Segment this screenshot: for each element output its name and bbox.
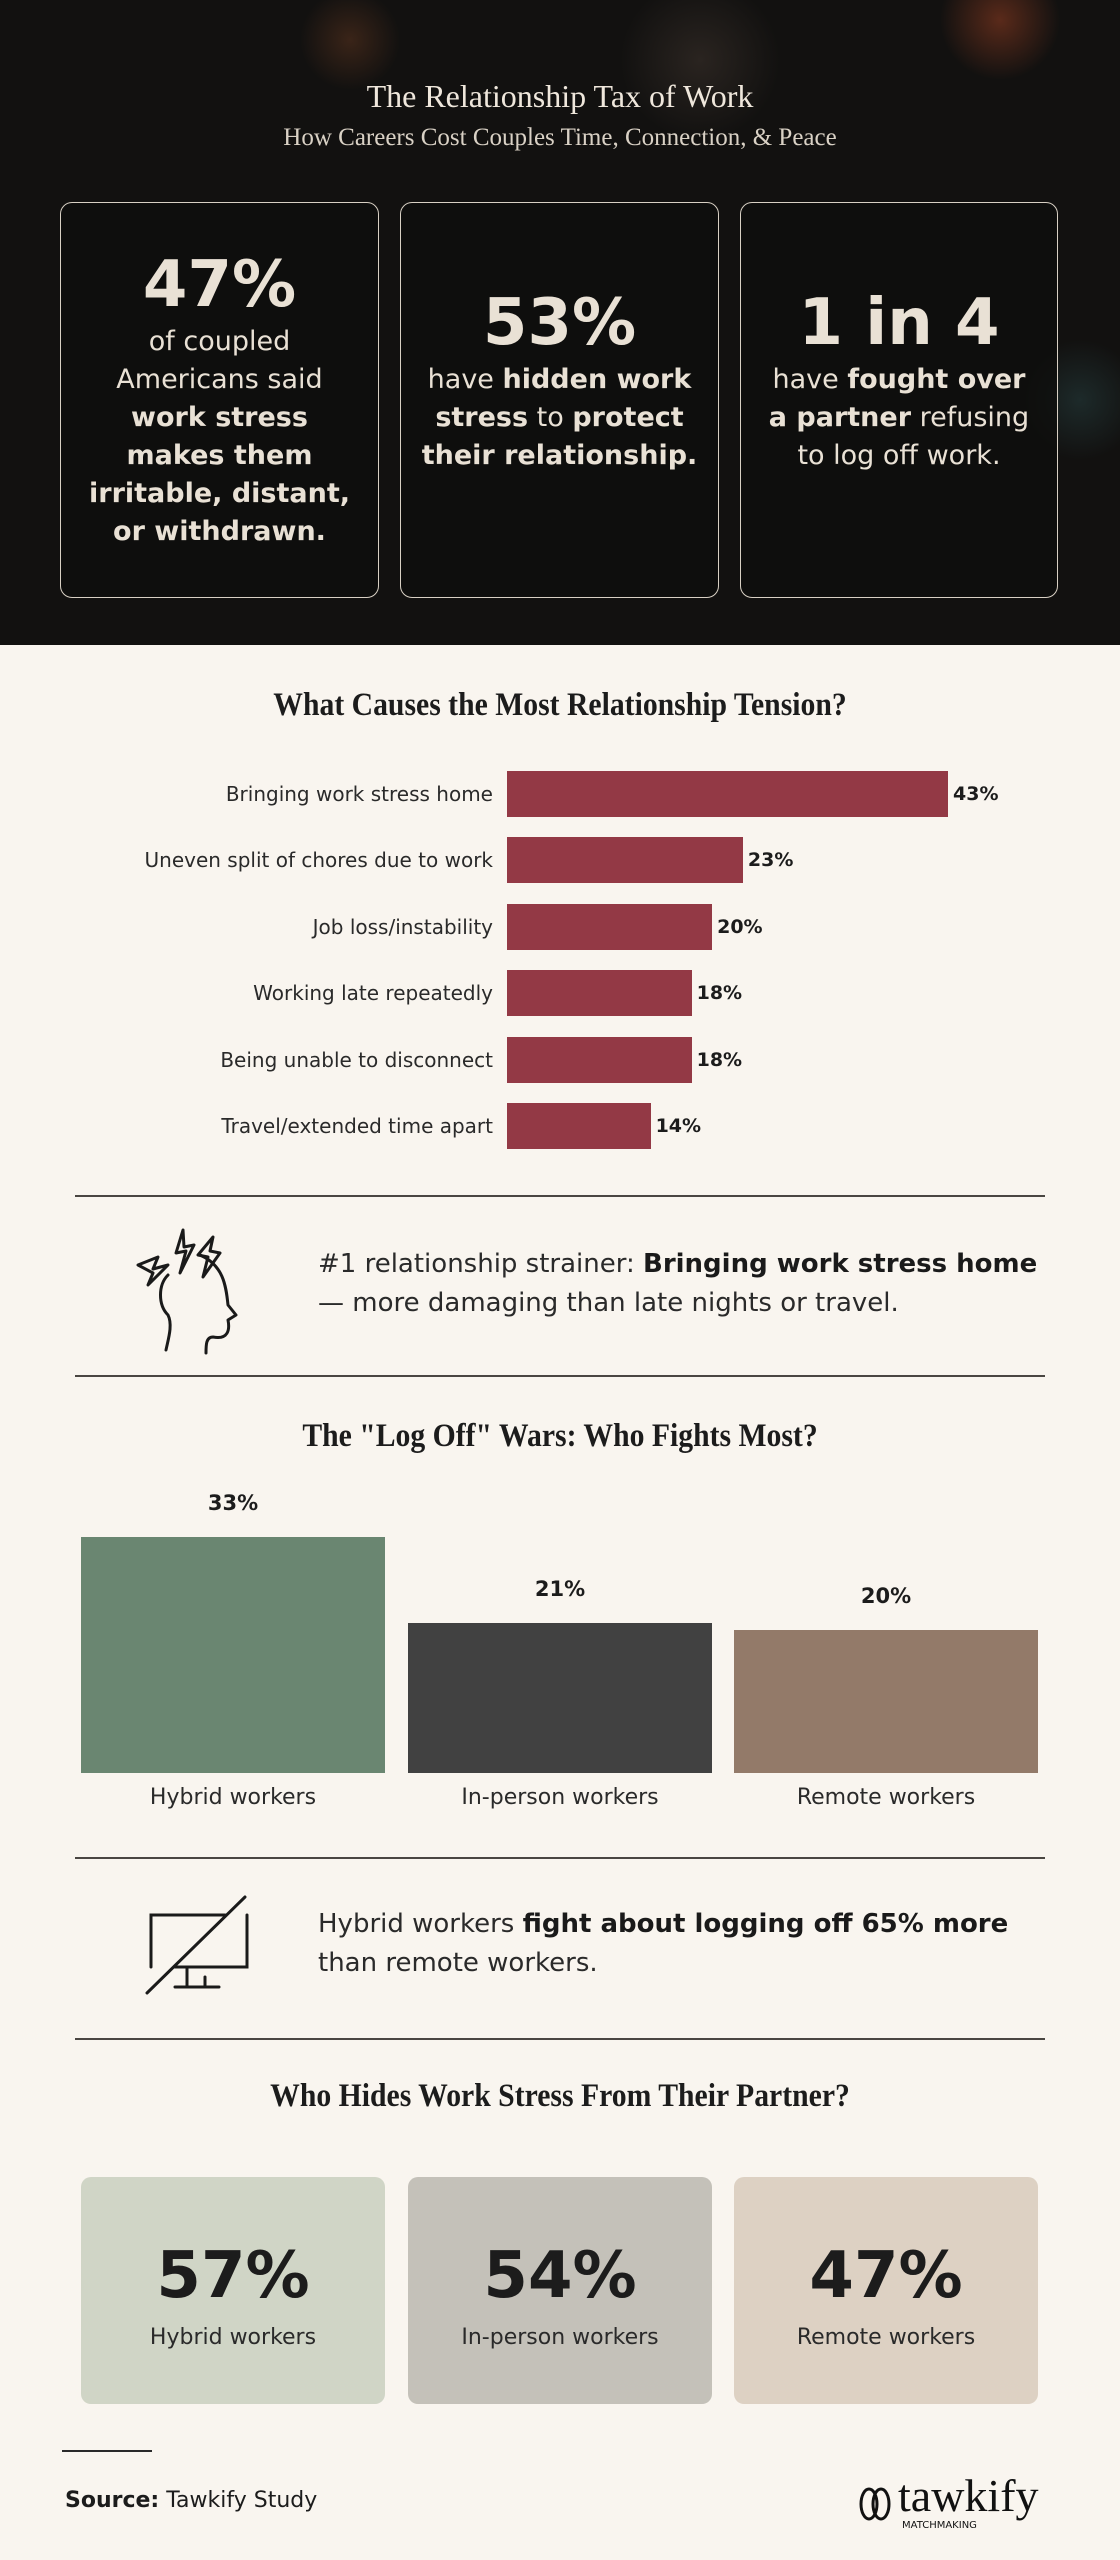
stat-card: 1 in 4 have fought over a partner refusin… — [740, 202, 1058, 598]
stressed-head-icon — [136, 1228, 238, 1355]
stat-card: 53% have hidden work stress to protect th… — [400, 202, 719, 598]
bar — [507, 837, 743, 884]
stat-card: 47% of coupled Americans said work stress… — [60, 202, 379, 598]
tile-value: 54% — [483, 2239, 637, 2313]
bar-value-label: 20% — [717, 915, 763, 938]
tile-label: Hybrid workers — [149, 2325, 317, 2350]
tile-value: 47% — [809, 2239, 963, 2313]
bar-label: In-person workers — [461, 1785, 659, 1810]
tile-label: Remote workers — [796, 2325, 976, 2350]
stat-tile: 47% Remote workers — [734, 2177, 1038, 2404]
bar-label: Uneven split of chores due to work — [144, 848, 494, 873]
bar — [507, 1036, 692, 1083]
divider — [75, 1375, 1045, 1377]
bar — [507, 771, 948, 817]
logo-mark-icon — [859, 2487, 891, 2521]
page-title: The Relationship Tax of Work — [366, 78, 754, 114]
tension-chart-title: What Causes the Most Relationship Tensio… — [273, 687, 847, 723]
tawkify-logo: tawkify MATCHMAKING — [858, 2470, 1058, 2540]
bar-label: Hybrid workers — [149, 1785, 317, 1810]
stat-value: 1 in 4 — [798, 286, 1000, 360]
bar-value-label: 43% — [953, 783, 999, 805]
stat-description: have hidden work stress to protect their… — [421, 364, 698, 471]
hide-stress-title: Who Hides Work Stress From Their Partner… — [270, 2078, 850, 2114]
hero-section: The Relationship Tax of Work How Careers… — [0, 0, 1120, 645]
bar — [81, 1537, 385, 1773]
stat-value: 53% — [482, 286, 637, 360]
divider — [75, 2038, 1045, 2040]
stat-tile: 57% Hybrid workers — [81, 2177, 385, 2404]
bar-value-label: 20% — [860, 1583, 912, 1608]
stat-tile: 54% In-person workers — [408, 2177, 712, 2404]
bar-value-label: 18% — [696, 982, 743, 1005]
source-text: Source: Tawkify Study — [65, 2488, 318, 2513]
bar-label: Bringing work stress home — [225, 782, 493, 806]
bar — [507, 970, 692, 1017]
logoff-chart-title: The "Log Off" Wars: Who Fights Most? — [302, 1418, 818, 1454]
bar-value-label: 14% — [655, 1115, 702, 1137]
divider — [75, 1857, 1045, 1859]
insight-2-text: Hybrid workers fight about logging off 6… — [318, 1909, 1009, 1978]
stat-description: of coupled Americans said work stress ma… — [89, 326, 350, 547]
bar-label: Job loss/instability — [312, 914, 493, 939]
monitor-off-icon — [145, 1895, 249, 1995]
divider — [75, 1195, 1045, 1197]
bar — [408, 1622, 712, 1773]
bar — [507, 903, 713, 950]
page-subtitle: How Careers Cost Couples Time, Connectio… — [283, 124, 837, 151]
tile-label: In-person workers — [461, 2325, 659, 2350]
stat-value: 47% — [142, 248, 297, 322]
bar-value-label: 23% — [747, 849, 794, 872]
bar-value-label: 33% — [207, 1491, 259, 1515]
bar-label: Working late repeatedly — [253, 981, 493, 1006]
bar-value-label: 21% — [534, 1576, 586, 1601]
bar — [734, 1629, 1038, 1773]
footer-rule — [62, 2450, 152, 2452]
bar-value-label: 18% — [696, 1048, 743, 1071]
insight-1-text: #1 relationship strainer: Bringing work … — [318, 1249, 1038, 1318]
stat-description: have fought over a partner refusing to l… — [768, 364, 1030, 471]
bar-label: Being unable to disconnect — [220, 1047, 493, 1072]
bar-label: Travel/extended time apart — [221, 1114, 493, 1138]
bar — [507, 1103, 651, 1149]
bar-label: Remote workers — [796, 1785, 976, 1810]
tile-value: 57% — [156, 2239, 310, 2313]
